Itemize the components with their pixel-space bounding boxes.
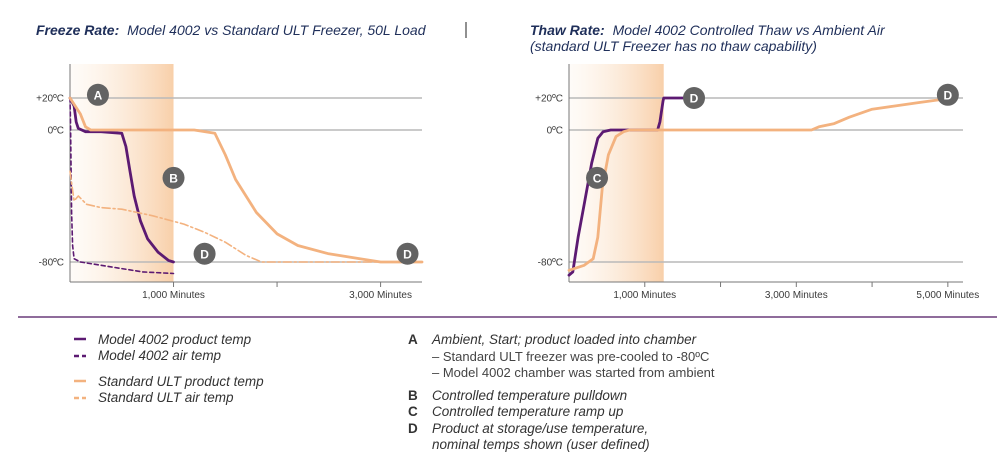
thaw-marker-label: D <box>944 88 953 102</box>
thaw-marker-d <box>683 87 706 109</box>
freeze-marker-d <box>193 242 216 265</box>
freeze-chart-title-text: Model 4002 vs Standard ULT Freezer, 50L … <box>127 22 427 38</box>
thaw-marker-c <box>586 166 609 189</box>
legend-label-standard-product: Standard ULT product temp <box>98 374 264 389</box>
note-text-d-cont: nominal temps shown (user defined) <box>432 437 650 452</box>
freeze-y-tick-label: +20ºC <box>36 94 64 105</box>
freeze-series-standard-ult-product-temp <box>68 96 424 264</box>
note-letter-a: A <box>408 332 418 347</box>
freeze-marker-label: A <box>94 88 103 102</box>
note-letter-d: D <box>408 421 418 436</box>
thaw-chart-subtitle: (standard ULT Freezer has no thaw capabi… <box>530 38 817 54</box>
thaw-y-tick-label: -80ºC <box>538 258 563 269</box>
freeze-x-tick-label: 3,000 Minutes <box>349 290 412 301</box>
note-text-d: Product at storage/use temperature, <box>432 421 648 436</box>
freeze-series-model-4002-product-temp <box>68 96 175 264</box>
freeze-rate-chart: +20ºC 0ºC -80ºC 1,000 Minutes 3,000 Minutes A… <box>36 64 424 301</box>
note-text-b: Controlled temperature pulldown <box>432 388 627 403</box>
freeze-marker-d <box>396 242 419 265</box>
thaw-marker-label: D <box>690 92 699 106</box>
freeze-chart-title: Freeze Rate: Model 4002 vs Standard ULT … <box>36 22 427 38</box>
thaw-rate-chart: +20ºC 0ºC -80ºC 1,000 Minutes 3,000 Minutes 5… <box>535 64 979 301</box>
freeze-shaded-region <box>70 64 174 282</box>
legend-label-standard-air: Standard ULT air temp <box>98 390 234 405</box>
thaw-series-standard-ult-product-temp <box>567 96 950 272</box>
legend-label-model4002-air: Model 4002 air temp <box>98 348 222 363</box>
freeze-chart-title-bold: Freeze Rate: <box>36 22 119 38</box>
legend-label-model4002-product: Model 4002 product temp <box>98 332 252 347</box>
thaw-shaded-region <box>569 64 664 282</box>
thaw-x-tick-label: 5,000 Minutes <box>916 290 979 301</box>
thaw-marker-d <box>936 83 959 106</box>
freeze-series-standard-ult-air-temp <box>69 170 423 263</box>
thaw-x-tick-label: 1,000 Minutes <box>613 290 676 301</box>
legend: Model 4002 product temp Model 4002 air t… <box>74 332 264 405</box>
notes: A Ambient, Start; product loaded into ch… <box>408 332 715 452</box>
note-text-c: Controlled temperature ramp up <box>432 404 624 419</box>
note-text-a: Ambient, Start; product loaded into cham… <box>431 332 697 347</box>
freeze-x-tick-label: 1,000 Minutes <box>142 290 205 301</box>
freeze-series-model-4002-air-temp <box>69 97 175 275</box>
thaw-y-tick-label: 0ºC <box>547 126 563 137</box>
freeze-marker-label: D <box>403 247 412 261</box>
thaw-marker-label: C <box>593 171 602 185</box>
freeze-marker-label: D <box>200 247 209 261</box>
freeze-y-tick-label: -80ºC <box>39 258 64 269</box>
thaw-chart-title: Thaw Rate: Model 4002 Controlled Thaw vs… <box>530 22 886 38</box>
thaw-chart-title-text: Model 4002 Controlled Thaw vs Ambient Ai… <box>613 22 886 38</box>
thaw-chart-title-bold: Thaw Rate: <box>530 22 605 38</box>
freeze-y-tick-label: 0ºC <box>48 126 64 137</box>
note-sub-a-2: – Model 4002 chamber was started from am… <box>432 365 715 380</box>
freeze-marker-label: B <box>169 171 178 185</box>
note-letter-b: B <box>408 388 418 403</box>
note-sub-a-1: – Standard ULT freezer was pre-cooled to… <box>432 349 709 364</box>
note-letter-c: C <box>408 404 418 419</box>
freeze-marker-b <box>162 166 185 189</box>
thaw-x-tick-label: 3,000 Minutes <box>765 290 828 301</box>
thaw-series-model-4002-product-temp <box>567 96 685 277</box>
thaw-y-tick-label: +20ºC <box>535 94 563 105</box>
freeze-marker-a <box>86 83 109 106</box>
